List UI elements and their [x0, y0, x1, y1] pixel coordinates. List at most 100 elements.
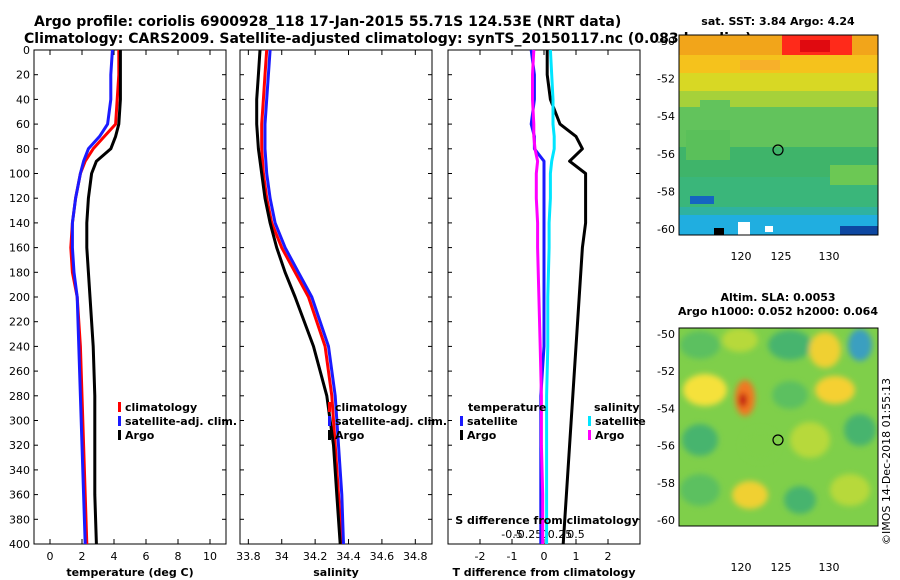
legend-swatch-t-satellite: [460, 416, 463, 426]
sst-map-lon-labels: 120 125 130: [731, 250, 840, 263]
x-tick-label: 6: [143, 550, 150, 563]
sst-map-image: [679, 35, 878, 235]
depth-tick-label: 180: [9, 266, 30, 279]
x-tick-label: 2: [79, 550, 86, 563]
x-tick-label: 8: [175, 550, 182, 563]
legend-swatch-climatology: [328, 402, 331, 412]
map-lat-label: -56: [657, 148, 675, 161]
imos-credit: ©IMOS 14-Dec-2018 01:55:13: [880, 378, 893, 545]
series-line-t-argo: [545, 50, 588, 545]
map-lat-label: -50: [657, 35, 675, 48]
depth-tick-label: 300: [9, 415, 30, 428]
temperature-plot-frame: [33, 49, 227, 545]
salinity-legend: climatology satellite-adj. clim. Argo: [328, 401, 447, 442]
depth-tick-label: 40: [16, 93, 30, 106]
figure-title-line2: Climatology: CARS2009. Satellite-adjuste…: [24, 31, 752, 47]
depth-tick-label: 80: [16, 143, 30, 156]
map-lon-label: 130: [819, 250, 840, 263]
x-tick-label: 4: [111, 550, 118, 563]
legend-satellite: satellite-adj. clim.: [335, 415, 447, 428]
series-line-satellite-adj-clim-: [263, 49, 345, 545]
map-lon-label: 120: [731, 250, 752, 263]
difference-x-label: T difference from climatology: [452, 566, 635, 579]
sla-map-title-line1: Altim. SLA: 0.0053: [720, 291, 835, 304]
x-tick-label: 1: [573, 550, 580, 563]
sst-map-lat-labels: -50 -52 -54 -56 -58 -60: [657, 35, 675, 236]
map-lat-label: -58: [657, 185, 675, 198]
map-lat-label: -52: [657, 73, 675, 86]
figure-title-line1: Argo profile: coriolis 6900928_118 17-Ja…: [34, 14, 621, 30]
sla-map-lon-labels: 120 125 130: [731, 561, 840, 574]
map-lat-label: -58: [657, 477, 675, 490]
legend-swatch-s-satellite: [588, 416, 591, 426]
series-line-s-argo: [531, 49, 545, 544]
depth-tick-label: 120: [9, 192, 30, 205]
legend-swatch-t-argo: [460, 430, 463, 440]
sst-argo-location-marker: [772, 144, 784, 156]
x-tick-label: 34.4: [336, 550, 361, 563]
series-line-s-satellite: [545, 49, 556, 544]
map-lon-label: 120: [731, 561, 752, 574]
x-tick-label: 34: [275, 550, 289, 563]
series-line-argo: [85, 50, 122, 545]
legend-swatch-climatology: [118, 402, 121, 412]
map-lat-label: -50: [657, 328, 675, 341]
legend-swatch-argo: [328, 430, 331, 440]
depth-tick-label: 140: [9, 217, 30, 230]
temperature-legend: climatology satellite-adj. clim. Argo: [118, 401, 237, 442]
depth-tick-label: 340: [9, 464, 30, 477]
depth-tick-label: 20: [16, 69, 30, 82]
map-lat-label: -60: [657, 223, 675, 236]
legend-climatology: climatology: [335, 401, 407, 414]
x-tick-label: 33.8: [236, 550, 261, 563]
x-tick-label: 34.8: [403, 550, 428, 563]
difference-series: [529, 49, 588, 545]
series-line-satellite-adj-clim-: [70, 49, 114, 545]
legend-salinity-heading: salinity: [594, 401, 640, 414]
depth-tick-label: 60: [16, 118, 30, 131]
map-lon-label: 125: [771, 561, 792, 574]
sla-argo-location-marker: [772, 434, 784, 446]
map-lat-label: -52: [657, 365, 675, 378]
map-lon-label: 125: [771, 250, 792, 263]
depth-tick-label: 360: [9, 489, 30, 502]
temperature-x-label: temperature (deg C): [66, 566, 193, 579]
map-lat-label: -56: [657, 440, 675, 453]
x-tick-label: 2: [605, 550, 612, 563]
legend-t-satellite: satellite: [467, 415, 518, 428]
x-tick-label: 34.2: [303, 550, 328, 563]
legend-swatch-argo: [118, 430, 121, 440]
sla-map-lat-labels: -50 -52 -54 -56 -58 -60: [657, 328, 675, 527]
sla-map-panel: Altim. SLA: 0.0053 Argo h1000: 0.052 h20…: [657, 291, 879, 574]
depth-tick-label: 320: [9, 439, 30, 452]
difference-panel: -2 -1 0 1 2 -0.5-0.25 0 0.250.5 temperature sa…: [447, 49, 646, 579]
legend-s-argo: Argo: [595, 429, 625, 442]
depth-tick-label: 200: [9, 291, 30, 304]
depth-tick-label: 260: [9, 365, 30, 378]
depth-tick-label: 160: [9, 242, 30, 255]
legend-swatch-s-argo: [588, 430, 591, 440]
depth-tick-label: 400: [9, 538, 30, 551]
s-diff-tick-label: 0.25: [548, 528, 573, 541]
sla-map-image: [679, 328, 878, 526]
series-line-climatology: [260, 49, 344, 545]
temperature-x-ticks: 0 2 4 6 8 10: [34, 49, 226, 563]
sst-map-title: sat. SST: 3.84 Argo: 4.24: [701, 15, 855, 28]
s-diff-tick-label: -0.25: [514, 528, 542, 541]
depth-tick-label: 380: [9, 513, 30, 526]
legend-temperature-heading: temperature: [468, 401, 546, 414]
x-tick-label: -1: [507, 550, 518, 563]
sla-map-title-line2: Argo h1000: 0.052 h2000: 0.064: [678, 305, 878, 318]
salinity-panel: 33.8 34 34.2 34.4 34.6 34.8 climatology satel…: [236, 49, 447, 579]
map-lat-label: -54: [657, 402, 675, 415]
s-diff-tick-label: -0.5: [501, 528, 522, 541]
temperature-panel: 0 2 4 6 8 10 0 20 40 60 80 100 120 140 160 180 200 220 24…: [9, 44, 237, 579]
legend-satellite: satellite-adj. clim.: [125, 415, 237, 428]
salinity-x-label: salinity: [313, 566, 359, 579]
salinity-x-ticks: 33.8 34 34.2 34.4 34.6 34.8: [236, 49, 432, 563]
legend-t-argo: Argo: [467, 429, 497, 442]
x-tick-label: 34.6: [370, 550, 395, 563]
x-tick-label: -2: [475, 550, 486, 563]
